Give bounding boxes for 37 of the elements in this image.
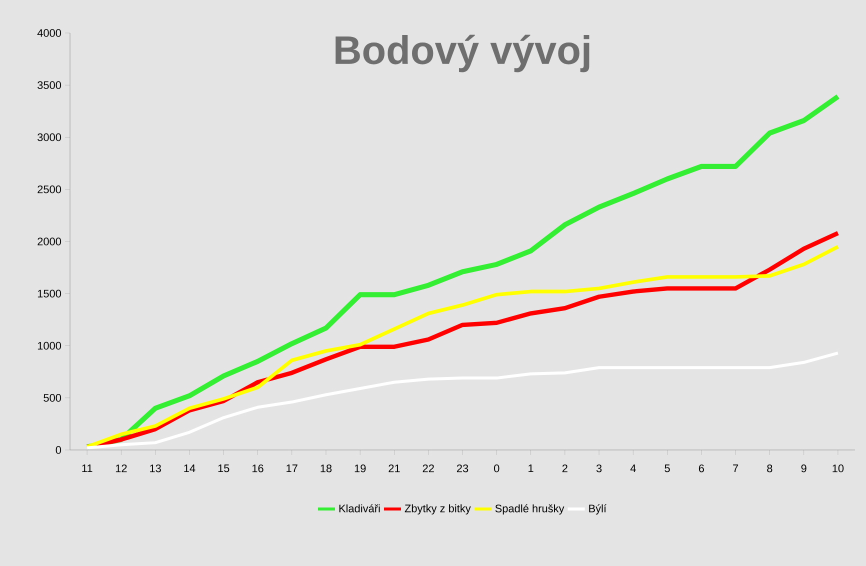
x-tick-label: 14 (184, 464, 196, 472)
x-tick-label: 0 (494, 464, 500, 472)
x-tick-label: 10 (832, 464, 844, 472)
x-tick-label: 17 (286, 464, 298, 472)
y-tick-label: 500 (44, 394, 62, 402)
x-tick-label: 18 (320, 464, 332, 472)
y-tick-label: 1000 (38, 342, 62, 350)
x-tick-label: 21 (388, 464, 400, 472)
y-tick-label: 3000 (38, 133, 62, 142)
x-tick-label: 5 (664, 464, 670, 472)
chart-title: Bodový vývoj (336, 34, 590, 72)
x-tick-label: 6 (698, 464, 704, 472)
legend-label: Zbytky z bitky (404, 504, 471, 514)
x-tick-label: 7 (733, 464, 738, 472)
x-tick-label: 23 (456, 464, 468, 472)
x-tick-label: 11 (82, 464, 92, 472)
y-tick-label: 2500 (38, 185, 62, 194)
legend-label: Spadlé hrušky (495, 504, 564, 515)
x-tick-label: 4 (630, 464, 636, 472)
x-tick-label: 22 (422, 464, 434, 472)
x-tick-label: 8 (767, 464, 772, 472)
x-tick-label: 9 (801, 464, 806, 472)
x-tick-label: 19 (354, 464, 366, 472)
legend-label: Kladiváři (339, 504, 380, 512)
x-tick-label: 15 (218, 464, 230, 472)
y-tick-label: 2000 (38, 238, 62, 246)
x-tick-label: 13 (150, 464, 161, 472)
x-tick-label: 2 (562, 464, 568, 472)
x-tick-label: 12 (116, 464, 127, 472)
x-tick-label: 1 (528, 464, 534, 472)
y-tick-label: 1500 (38, 290, 62, 298)
x-tick-label: 3 (596, 464, 602, 472)
y-tick-label: 4000 (37, 29, 62, 37)
y-tick-label: 0 (56, 446, 62, 454)
y-tick-label: 3500 (38, 81, 62, 89)
x-tick-label: 16 (252, 464, 264, 472)
legend-label: Býlí (589, 504, 606, 515)
